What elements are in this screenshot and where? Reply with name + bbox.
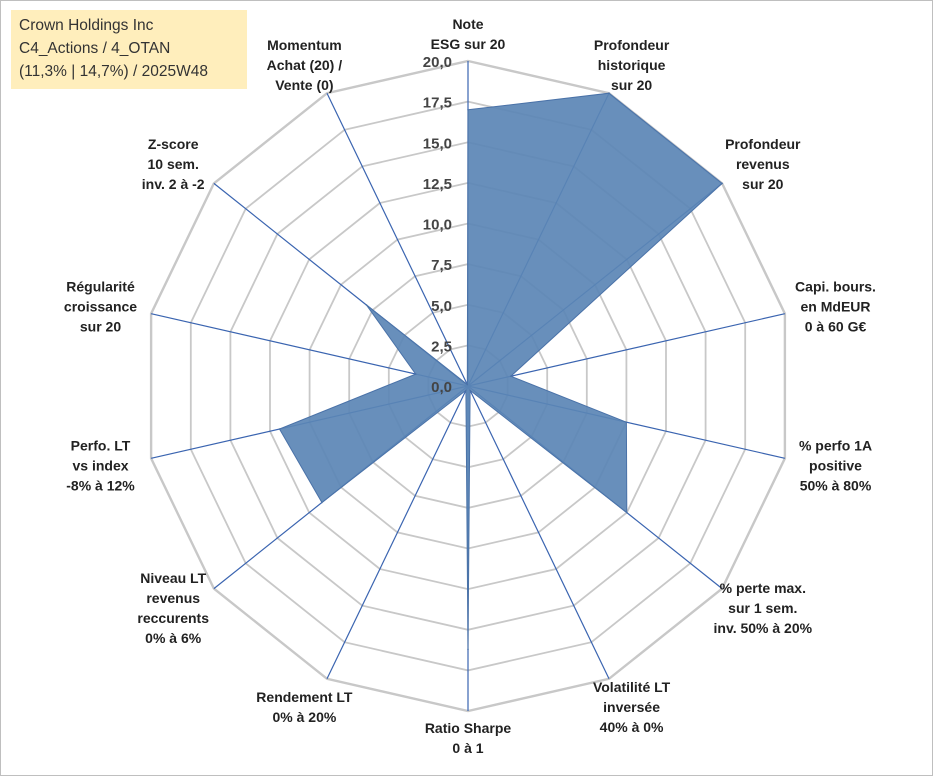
- radar-series: [278, 92, 723, 651]
- data-point: [467, 109, 469, 111]
- axis-label-line: sur 20: [742, 176, 783, 192]
- axis-label-line: Z-score: [148, 136, 199, 152]
- axis-label-line: Momentum: [267, 37, 342, 53]
- axis-label-line: Perfo. LT: [71, 437, 131, 453]
- axis-label-line: vs index: [72, 457, 128, 473]
- axis-label: Note ESG sur 20: [431, 16, 506, 52]
- data-point: [321, 501, 323, 504]
- company-name: Crown Holdings Inc: [19, 17, 154, 34]
- category-label: C4_Actions / 4_OTAN: [19, 40, 171, 57]
- axis-label-line: revenus: [736, 156, 790, 172]
- tick-label: 0,0: [431, 379, 452, 396]
- axis-label-line: Niveau LT: [140, 570, 206, 586]
- radial-tick-labels: 0,0 2,5 5,0 7,5 10,0 12,5 15,0 17,5 20,0: [423, 54, 452, 396]
- axis-label-line: -8% à 12%: [66, 477, 135, 493]
- axis-labels: Note ESG sur 20 Profondeur historique sur 20…: [64, 16, 876, 756]
- stats-label: (11,3% | 14,7%) / 2025W48: [19, 63, 208, 80]
- axis-label-line: Achat (20) /: [267, 57, 343, 73]
- axis-label-line: ESG sur 20: [431, 36, 506, 52]
- axis-label-line: historique: [598, 57, 666, 73]
- axis-label-line: Capi. bours.: [795, 279, 876, 295]
- data-point: [414, 373, 417, 375]
- axis-label-line: 10 sem.: [148, 156, 199, 172]
- axis-label: % perfo 1A positive 50% à 80%: [799, 437, 872, 493]
- tick-label: 12,5: [423, 176, 452, 193]
- axis-label-line: 0% à 6%: [145, 630, 202, 646]
- axis-label-line: reccurents: [137, 610, 209, 626]
- axis-spoke: [467, 313, 786, 387]
- axis-label-line: Profondeur: [725, 136, 801, 152]
- axis-label-line: croissance: [64, 299, 137, 315]
- axis-label-line: Note: [452, 16, 483, 32]
- axis-label: Profondeur historique sur 20: [594, 37, 670, 93]
- axis-label: Rendement LT 0% à 20%: [256, 689, 353, 725]
- data-point: [608, 92, 610, 94]
- axis-spoke: [326, 385, 469, 680]
- axis-label-line: inversée: [603, 699, 660, 715]
- axis-label-line: % perte max.: [720, 580, 806, 596]
- axis-label-line: Vente (0): [275, 77, 333, 93]
- data-point: [625, 421, 628, 424]
- data-point: [469, 389, 471, 392]
- data-point: [467, 648, 469, 651]
- data-point: [365, 304, 368, 306]
- axis-label-line: 0 à 60 G€: [805, 319, 867, 335]
- data-point: [465, 389, 467, 392]
- axis-label-line: en MdEUR: [801, 299, 871, 315]
- axis-label: Momentum Achat (20) / Vente (0): [267, 37, 343, 93]
- data-point: [721, 182, 723, 185]
- axis-label-line: sur 20: [80, 319, 121, 335]
- axis-spoke: [326, 92, 469, 387]
- axis-label-line: Rendement LT: [256, 689, 353, 705]
- axis-label: Niveau LT revenus reccurents 0% à 6%: [137, 570, 209, 646]
- axis-label-line: Profondeur: [594, 37, 670, 53]
- axis-label: Régularité croissance sur 20: [64, 279, 137, 335]
- data-point: [278, 428, 281, 430]
- axis-label-line: sur 20: [611, 77, 652, 93]
- axis-label: Profondeur revenus sur 20: [725, 136, 801, 192]
- axis-label-line: % perfo 1A: [799, 437, 872, 453]
- tick-label: 7,5: [431, 257, 452, 274]
- axis-label: Ratio Sharpe 0 à 1: [425, 720, 512, 756]
- tick-label: 2,5: [431, 338, 452, 355]
- data-point: [466, 383, 469, 386]
- tick-label: 15,0: [423, 135, 452, 152]
- axis-spoke: [467, 385, 610, 680]
- axis-label: Capi. bours. en MdEUR 0 à 60 G€: [795, 279, 876, 335]
- axis-label-line: Régularité: [66, 279, 135, 295]
- axis-label-line: positive: [809, 457, 862, 473]
- axis-label-line: 0 à 1: [452, 740, 483, 756]
- data-point: [626, 511, 628, 514]
- series-area: [278, 92, 723, 650]
- tick-label: 20,0: [423, 54, 452, 71]
- axis-label-line: 50% à 80%: [800, 477, 872, 493]
- axis-label: % perte max. sur 1 sem. inv. 50% à 20%: [714, 580, 813, 636]
- tick-label: 10,0: [423, 217, 452, 234]
- axis-label-line: 0% à 20%: [272, 709, 336, 725]
- axis-label: Volatilité LT inversée 40% à 0%: [593, 679, 671, 735]
- axis-label-line: 40% à 0%: [600, 719, 664, 735]
- axis-label: Perfo. LT vs index -8% à 12%: [66, 437, 135, 493]
- info-box: Crown Holdings Inc C4_Actions / 4_OTAN (…: [11, 10, 247, 89]
- axis-label-line: Ratio Sharpe: [425, 720, 512, 736]
- axis-label-line: inv. 2 à -2: [142, 176, 205, 192]
- axis-label: Z-score 10 sem. inv. 2 à -2: [142, 136, 205, 192]
- data-point: [510, 375, 512, 378]
- tick-label: 5,0: [431, 298, 452, 315]
- axis-label-line: Volatilité LT: [593, 679, 671, 695]
- axis-label-line: sur 1 sem.: [728, 600, 797, 616]
- axis-label-line: revenus: [146, 590, 200, 606]
- tick-label: 17,5: [423, 95, 452, 112]
- axis-label-line: inv. 50% à 20%: [714, 620, 813, 636]
